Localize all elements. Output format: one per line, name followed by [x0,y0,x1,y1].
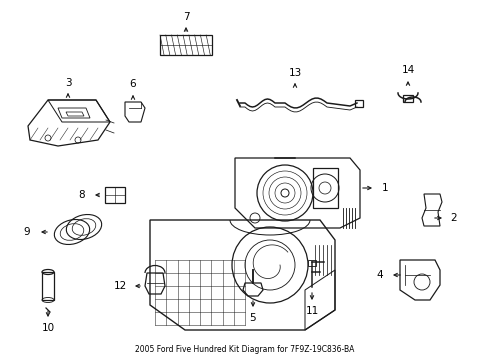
Text: 13: 13 [288,68,301,78]
Text: 6: 6 [129,79,136,89]
Text: 12: 12 [113,281,126,291]
Bar [42,272,54,300]
Bar [402,95,412,102]
Bar [160,35,212,55]
Bar [354,100,362,107]
Text: 14: 14 [401,65,414,75]
Text: 2005 Ford Five Hundred Kit Diagram for 7F9Z-19C836-BA: 2005 Ford Five Hundred Kit Diagram for 7… [135,346,353,355]
Text: 3: 3 [64,78,71,88]
Text: 4: 4 [376,270,383,280]
Text: 8: 8 [79,190,85,200]
Text: 11: 11 [305,306,318,316]
Bar [312,168,337,208]
Bar [307,260,315,266]
Text: 2: 2 [450,213,456,223]
Text: 5: 5 [249,313,256,323]
Text: 1: 1 [381,183,387,193]
Text: 9: 9 [23,227,30,237]
Bar [105,187,125,203]
Text: 7: 7 [183,12,189,22]
Text: 10: 10 [41,323,55,333]
